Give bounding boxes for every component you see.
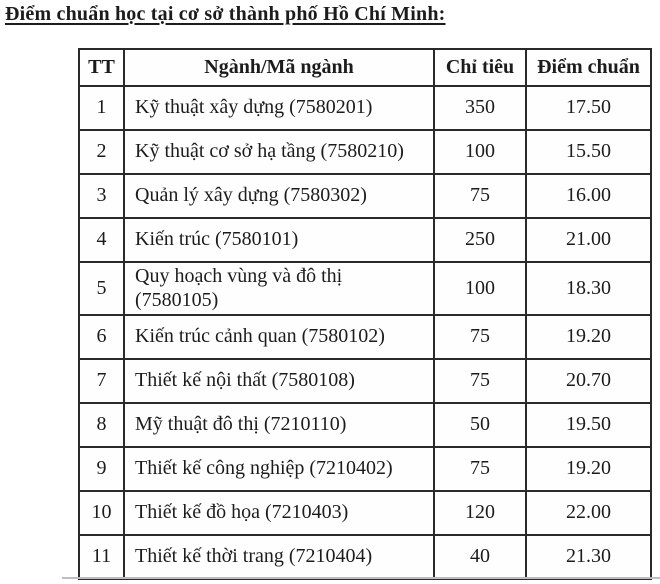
cell-diem-chuan: 21.30 [525, 534, 652, 581]
cell-tt: 1 [78, 85, 125, 131]
cell-tt: 2 [78, 129, 125, 175]
cell-nganh: Mỹ thuật đô thị (7210110) [123, 402, 435, 449]
score-table-body: 1 Kỹ thuật xây dựng (7580201) 350 17.50 2 Kỹ … [78, 85, 652, 581]
cell-nganh: Quản lý xây dựng (7580302) [123, 173, 435, 219]
cell-chi-tieu: 75 [433, 173, 527, 219]
cell-nganh: Kỹ thuật xây dựng (7580201) [123, 85, 435, 131]
page-title: Điểm chuẩn học tại cơ sở thành phố Hồ Ch… [5, 3, 446, 25]
column-header-diem-chuan: Điểm chuẩn [525, 48, 652, 87]
table-row: 9 Thiết kế công nghiệp (7210402) 75 19.20 [78, 446, 652, 493]
cell-nganh: Thiết kế nội thất (7580108) [123, 358, 435, 405]
cell-nganh: Kỹ thuật cơ sở hạ tầng (7580210) [123, 129, 435, 175]
cell-tt: 6 [78, 314, 125, 361]
table-row: 6 Kiến trúc cảnh quan (7580102) 75 19.20 [78, 314, 652, 361]
column-header-nganh: Ngành/Mã ngành [123, 48, 435, 87]
cell-diem-chuan: 20.70 [525, 358, 652, 405]
cell-nganh: Kiến trúc (7580101) [123, 217, 435, 263]
cell-chi-tieu: 40 [433, 534, 527, 581]
cell-tt: 10 [78, 490, 125, 537]
cell-chi-tieu: 100 [433, 260, 527, 317]
table-row: 11 Thiết kế thời trang (7210404) 40 21.30 [78, 534, 652, 581]
cell-chi-tieu: 350 [433, 85, 527, 131]
table-row: 10 Thiết kế đồ họa (7210403) 120 22.00 [78, 490, 652, 537]
table-row: 1 Kỹ thuật xây dựng (7580201) 350 17.50 [78, 85, 652, 131]
cell-diem-chuan: 16.00 [525, 173, 652, 219]
table-row: 8 Mỹ thuật đô thị (7210110) 50 19.50 [78, 402, 652, 449]
table-continuation-line [62, 577, 660, 579]
table-row: 2 Kỹ thuật cơ sở hạ tầng (7580210) 100 15.5… [78, 129, 652, 175]
cell-nganh: Kiến trúc cảnh quan (7580102) [123, 314, 435, 361]
cell-tt: 3 [78, 173, 125, 219]
cell-chi-tieu: 120 [433, 490, 527, 537]
cell-chi-tieu: 75 [433, 446, 527, 493]
cell-tt: 7 [78, 358, 125, 405]
table-row: 5 Quy hoạch vùng và đô thị (7580105) 100 18… [78, 260, 652, 317]
cell-diem-chuan: 22.00 [525, 490, 652, 537]
cell-nganh: Thiết kế thời trang (7210404) [123, 534, 435, 581]
cell-chi-tieu: 250 [433, 217, 527, 263]
cell-nganh: Thiết kế công nghiệp (7210402) [123, 446, 435, 493]
cell-diem-chuan: 19.20 [525, 314, 652, 361]
cell-tt: 9 [78, 446, 125, 493]
cell-diem-chuan: 15.50 [525, 129, 652, 175]
cell-chi-tieu: 75 [433, 314, 527, 361]
table-row: 7 Thiết kế nội thất (7580108) 75 20.70 [78, 358, 652, 405]
cell-nganh: Quy hoạch vùng và đô thị (7580105) [123, 260, 435, 317]
cell-tt: 11 [78, 534, 125, 581]
cell-tt: 5 [78, 260, 125, 317]
cell-chi-tieu: 50 [433, 402, 527, 449]
table-row: 4 Kiến trúc (7580101) 250 21.00 [78, 217, 652, 263]
cell-tt: 4 [78, 217, 125, 263]
cell-diem-chuan: 21.00 [525, 217, 652, 263]
cell-nganh: Thiết kế đồ họa (7210403) [123, 490, 435, 537]
cell-diem-chuan: 18.30 [525, 260, 652, 317]
cell-diem-chuan: 19.50 [525, 402, 652, 449]
cell-chi-tieu: 75 [433, 358, 527, 405]
cell-chi-tieu: 100 [433, 129, 527, 175]
cell-tt: 8 [78, 402, 125, 449]
table-row: 3 Quản lý xây dựng (7580302) 75 16.00 [78, 173, 652, 219]
cell-diem-chuan: 17.50 [525, 85, 652, 131]
cell-diem-chuan: 19.20 [525, 446, 652, 493]
column-header-tt: TT [78, 48, 125, 87]
column-header-chi-tieu: Chỉ tiêu [433, 48, 527, 87]
table-header-row: TT Ngành/Mã ngành Chỉ tiêu Điểm chuẩn [78, 48, 652, 87]
